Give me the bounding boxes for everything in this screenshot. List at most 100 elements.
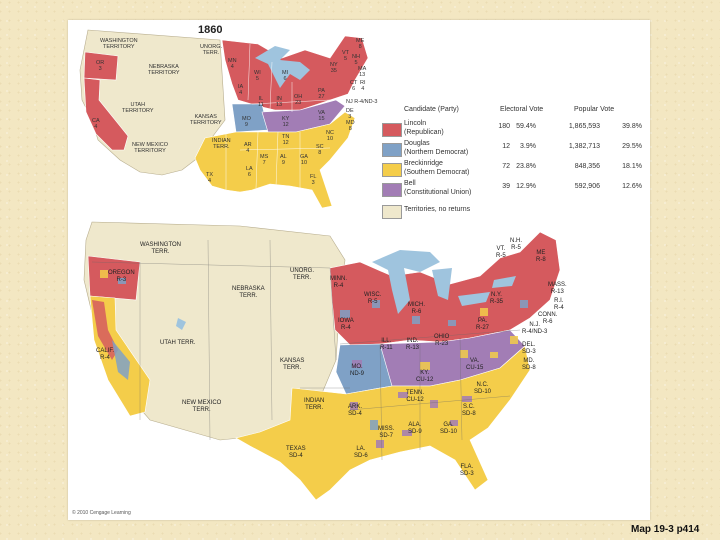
legend-swatch-douglas xyxy=(382,143,402,157)
label-nh-lower: N.H. R-5 xyxy=(510,238,522,251)
map-caption: Map 19-3 p414 xyxy=(631,524,700,535)
label-vt: VT 5 xyxy=(342,50,350,62)
label-ma: MA 13 xyxy=(358,66,367,78)
label-pa-lower: PA. R-27 xyxy=(476,318,490,331)
label-ar: AR 4 xyxy=(244,142,252,154)
label-nc: NC 10 xyxy=(326,130,334,142)
legend-evpct-breckinridge: 23.8% xyxy=(516,163,536,170)
label-fla: FLA. SD-3 xyxy=(460,464,474,477)
upper-california xyxy=(83,77,129,151)
label-mass: MASS. R-13 xyxy=(548,282,567,295)
label-de: DE 3 xyxy=(346,108,354,120)
label-ill: ILL. R-11 xyxy=(380,338,393,351)
label-oregon: OREGON R-3 xyxy=(108,270,135,283)
label-ark: ARK. SD-4 xyxy=(348,404,363,417)
label-sc: SC 8 xyxy=(316,144,324,156)
upper-map xyxy=(79,29,369,209)
label-ia: IA 4 xyxy=(238,84,244,96)
label-calif: CALIF. R-4 xyxy=(96,348,115,361)
label-nj: NJ R-4/ND-3 xyxy=(346,99,378,105)
legend-evpct-lincoln: 59.4% xyxy=(516,123,536,130)
label-me: ME 8 xyxy=(356,38,365,50)
label-minn: MINN. R-4 xyxy=(330,276,347,289)
label-va: VA 15 xyxy=(318,110,325,122)
legend-header-candidate: Candidate (Party) xyxy=(404,106,459,113)
label-miss: MISS. SD-7 xyxy=(378,426,395,439)
label-ky-lower: KY. CU-12 xyxy=(416,370,434,383)
legend-name-douglas: Douglas (Northern Democrat) xyxy=(404,140,469,156)
label-ind: IND. R-13 xyxy=(406,338,420,351)
map-title: 1860 xyxy=(198,24,223,36)
label-texas: TEXAS SD-4 xyxy=(286,446,306,459)
legend-pvpct-bell: 12.6% xyxy=(622,183,642,190)
label-tn: TN 12 xyxy=(282,134,290,146)
upper-south xyxy=(194,111,356,209)
legend-row-douglas: Douglas (Northern Democrat) 12 3.9% 1,382… xyxy=(382,140,650,162)
label-ga-lower: GA. SD-10 xyxy=(440,422,458,435)
legend-name-lincoln: Lincoln (Republican) xyxy=(404,120,444,136)
legend-evpct-bell: 12.9% xyxy=(516,183,536,190)
label-indian-terr: INDIAN TERR. xyxy=(212,138,231,150)
legend-pv-bell: 592,906 xyxy=(574,183,600,190)
label-ala: ALA. SD-9 xyxy=(408,422,422,435)
label-ohio: OHIO R-23 xyxy=(434,334,450,347)
lower-county-spots xyxy=(100,270,528,448)
label-oh: OH 23 xyxy=(294,94,303,106)
label-va-lower: VA. CU-15 xyxy=(466,358,484,371)
label-ri-lower: R.I. R-4 xyxy=(554,298,564,311)
label-al: AL 9 xyxy=(280,154,287,166)
label-il: IL 11 xyxy=(258,96,264,108)
label-or: OR 3 xyxy=(96,60,105,72)
label-sc-lower: S.C. SD-8 xyxy=(462,404,476,417)
lower-salt-lake xyxy=(176,318,186,330)
label-unorg-terr-lower: UNORG. TERR. xyxy=(290,268,314,281)
label-mo-lower: MO. ND-9 xyxy=(350,364,365,377)
label-ny: NY 35 xyxy=(330,62,338,74)
legend-pvpct-douglas: 29.5% xyxy=(622,143,642,150)
label-kansas-terr: KANSAS TERR. xyxy=(280,358,305,371)
legend-row-breckinridge: Breckinridge (Southern Democrat) 72 23.8%… xyxy=(382,160,650,182)
upper-oregon xyxy=(83,51,119,81)
label-mi: MI 6 xyxy=(282,70,289,82)
label-tx: TX 4 xyxy=(206,172,214,184)
legend-header-electoral: Electoral Vote xyxy=(500,106,544,113)
upper-lakes xyxy=(255,46,310,88)
label-unorg-terr: UNORG. TERR. xyxy=(200,44,222,56)
legend-pv-douglas: 1,382,713 xyxy=(568,143,600,150)
label-mich: MICH. R-6 xyxy=(408,302,425,315)
legend-name-territories: Territories, no returns xyxy=(404,206,471,213)
lower-south xyxy=(235,345,531,501)
label-nh: NH 5 xyxy=(352,54,360,66)
label-me-lower: ME R-8 xyxy=(536,250,546,263)
legend-swatch-lincoln xyxy=(382,123,402,137)
label-mn: MN 4 xyxy=(228,58,237,70)
label-newmexico-territory: NEW MEXICO TERRITORY xyxy=(132,142,169,154)
label-ct: CT 6 xyxy=(350,80,358,92)
label-kansas-territory: KANSAS TERRITORY xyxy=(190,114,222,126)
label-nebraska-territory: NEBRASKA TERRITORY xyxy=(148,64,180,76)
label-wi: WI 5 xyxy=(254,70,261,82)
label-ny-lower: N.Y. R-35 xyxy=(490,292,504,305)
label-md-lower: MD. SD-8 xyxy=(522,358,536,371)
label-conn: CONN. R-6 xyxy=(538,312,558,325)
legend-row-lincoln: Lincoln (Republican) 180 59.4% 1,865,593 … xyxy=(382,120,650,142)
label-ri: RI 4 xyxy=(360,80,366,92)
legend-ev-lincoln: 180 xyxy=(498,123,510,130)
legend-swatch-breckinridge xyxy=(382,163,402,177)
label-ga: GA 10 xyxy=(300,154,308,166)
label-washington-territory: WASHINGTON TERRITORY xyxy=(100,38,138,50)
legend-evpct-douglas: 3.9% xyxy=(520,143,536,150)
lower-oregon xyxy=(87,255,141,301)
label-wisc: WISC. R-5 xyxy=(364,292,382,305)
label-la: LA 6 xyxy=(246,166,253,178)
label-nebraska-terr: NEBRASKA TERR. xyxy=(232,286,265,299)
legend-swatch-bell xyxy=(382,183,402,197)
legend-row-territories: Territories, no returns xyxy=(382,202,650,224)
legend-name-bell: Bell (Constitutional Union) xyxy=(404,180,472,196)
credit-text: © 2010 Cengage Learning xyxy=(72,510,131,516)
label-tenn: TENN. CU-12 xyxy=(406,390,424,403)
label-newmexico-terr: NEW MEXICO TERR. xyxy=(182,400,222,413)
label-utah-territory: UTAH TERRITORY xyxy=(122,102,154,114)
label-ca: CA 4 xyxy=(92,118,100,130)
label-la-lower: LA. SD-6 xyxy=(354,446,368,459)
